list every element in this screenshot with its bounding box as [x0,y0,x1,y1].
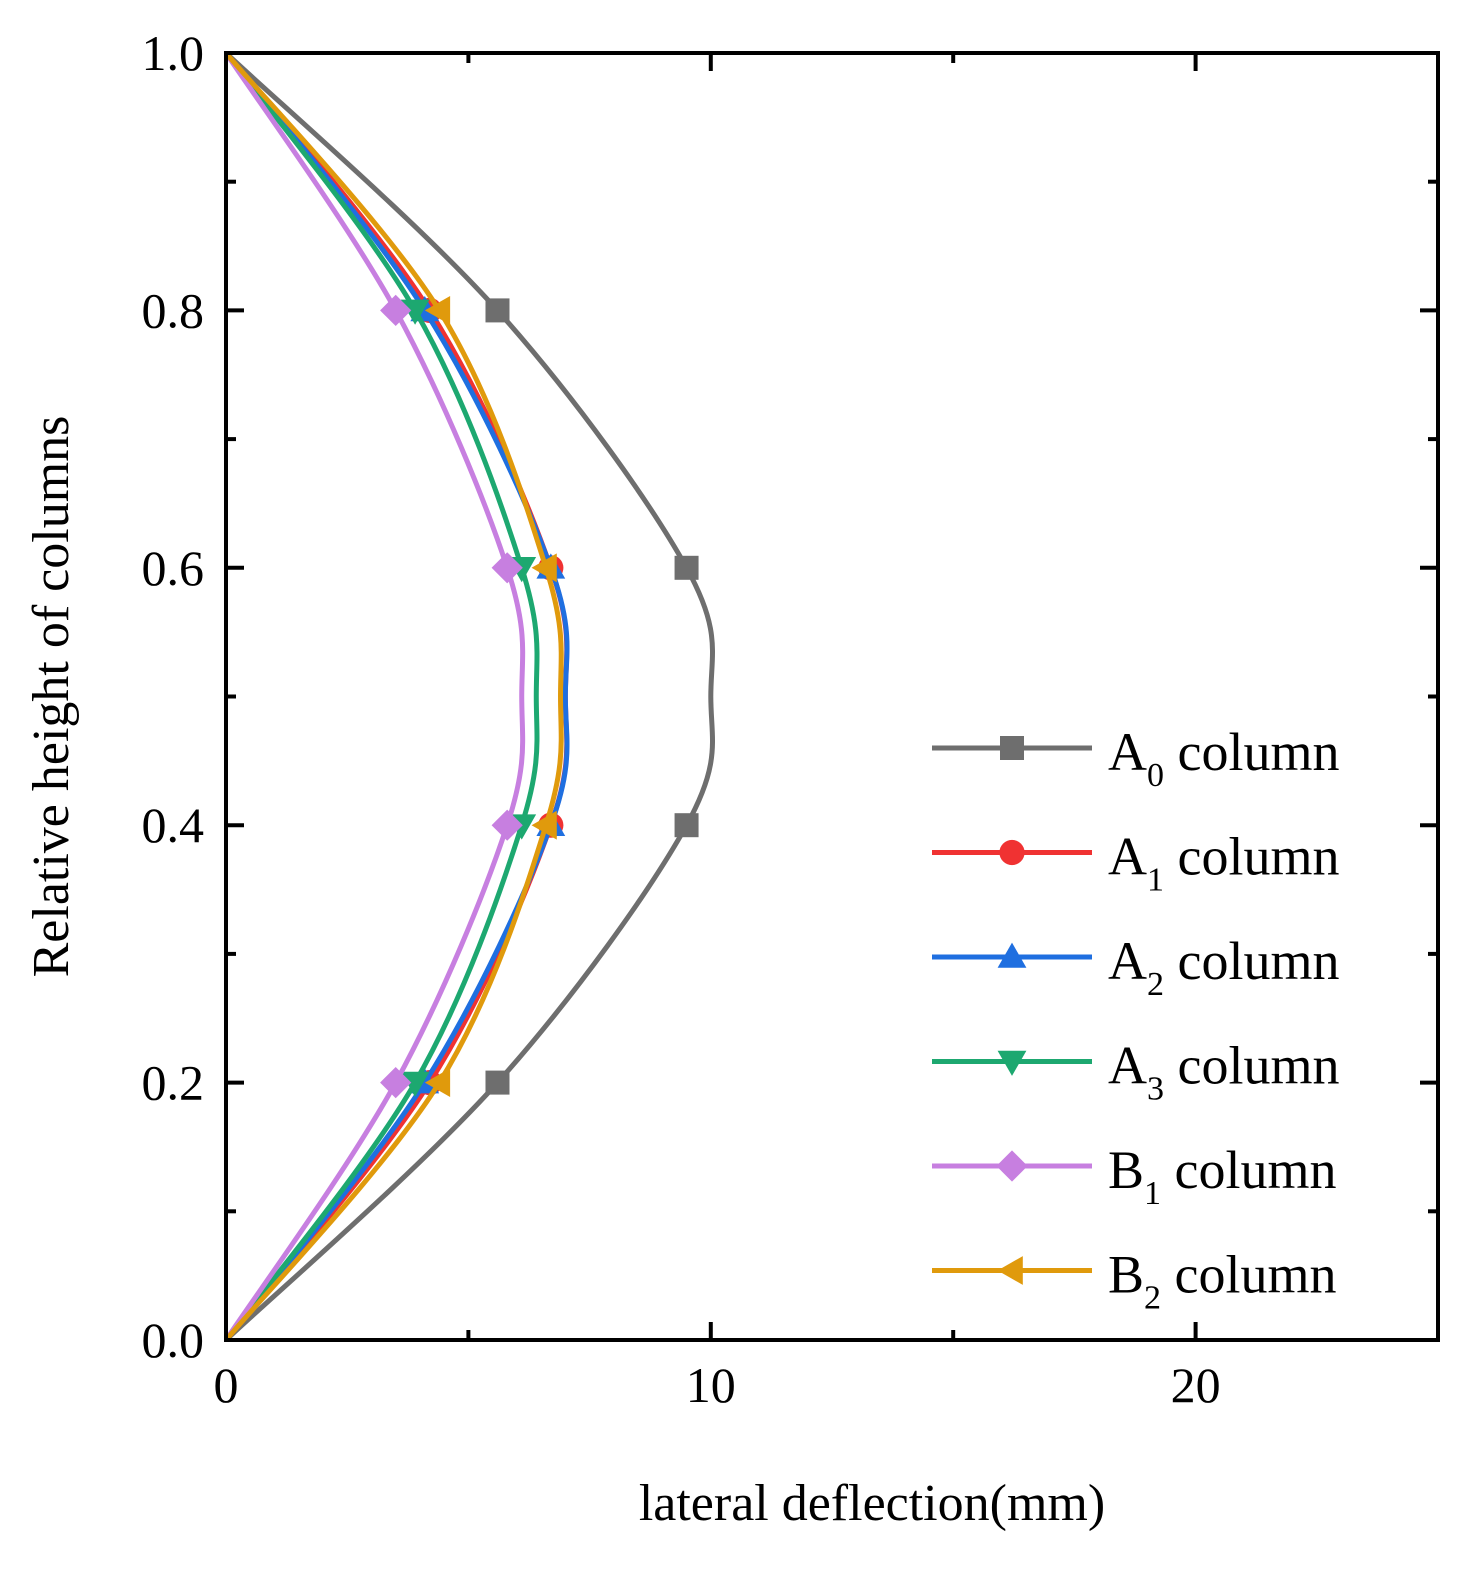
legend-item: A3 column [932,1036,1339,1108]
y-tick-label: 0.0 [142,1312,205,1368]
data-point [400,1071,430,1097]
legend-marker [996,1150,1028,1182]
legend-label-tail: column [1164,722,1339,782]
series-a3-column [223,51,540,1342]
legend-label-main: B [1108,1140,1144,1200]
legend-label-subscript: 2 [1144,1280,1161,1317]
legend-marker [997,1256,1023,1285]
series-line [224,51,715,1342]
data-point [531,810,557,840]
legend-label: A1 column [1108,827,1339,899]
ticks-layer: 0 10 200.00.20.40.60.81.0 [142,25,1440,1413]
legend-label-main: A [1108,827,1147,887]
legend-label-subscript: 1 [1144,1175,1161,1212]
series-a2-column [224,51,570,1342]
legend-item: A2 column [932,931,1339,1003]
legend-label-main: A [1108,931,1147,991]
data-point [491,809,523,841]
y-tick-label: 0.2 [142,1055,205,1111]
legend-label-tail: column [1161,1140,1336,1200]
series-a0-column [224,51,715,1342]
legend-label-subscript: 1 [1147,862,1164,899]
data-point [485,1070,510,1095]
legend-label-tail: column [1164,1036,1339,1096]
legend-label: A3 column [1108,1036,1339,1108]
legend-label-subscript: 0 [1147,757,1164,794]
legend-label-tail: column [1164,931,1339,991]
legend-label: B2 column [1108,1245,1337,1317]
series-layer [223,51,715,1342]
data-point [674,555,699,580]
data-point [400,299,430,325]
legend-label-tail: column [1164,827,1339,887]
y-tick-label: 0.6 [142,540,205,596]
data-point [424,296,451,325]
x-tick-label: 0 [214,1357,239,1413]
legend-label-subscript: 3 [1147,1071,1164,1108]
data-point [424,1068,451,1097]
legend-label: A2 column [1108,931,1339,1003]
data-point [531,553,557,583]
series-b2-column [224,51,564,1342]
series-line [224,51,564,1342]
legend-label: A0 column [1108,722,1339,794]
legend-label-main: A [1108,722,1147,782]
x-tick-label: 10 [686,1357,736,1413]
data-point [491,552,523,584]
legend-marker [997,1050,1027,1076]
y-tick-label: 1.0 [142,25,205,81]
x-axis-title: lateral deflection(mm) [639,1475,1105,1532]
data-point [380,294,412,326]
legend-marker [1000,736,1024,760]
legend-label-subscript: 2 [1147,966,1164,1003]
legend-label-main: A [1108,1036,1147,1096]
y-axis-title: Relative height of columns [23,416,80,978]
legend-label: B1 column [1108,1140,1337,1212]
legend-item: B2 column [932,1245,1337,1317]
series-line [223,51,526,1342]
legend-marker [997,942,1027,968]
data-point [485,298,510,323]
series-line [224,51,570,1342]
data-point [380,1067,412,1099]
y-tick-label: 0.8 [142,282,205,338]
legend-item: A1 column [932,827,1339,899]
legend-item: B1 column [932,1140,1337,1212]
y-tick-label: 0.4 [142,797,205,853]
legend-label-tail: column [1161,1245,1336,1305]
legend-label-main: B [1108,1245,1144,1305]
legend-marker [999,839,1025,866]
series-b1-column [223,51,526,1342]
data-point [674,813,699,838]
series-line [223,51,540,1342]
x-tick-label: 20 [1171,1357,1221,1413]
legend-item: A0 column [932,722,1339,794]
